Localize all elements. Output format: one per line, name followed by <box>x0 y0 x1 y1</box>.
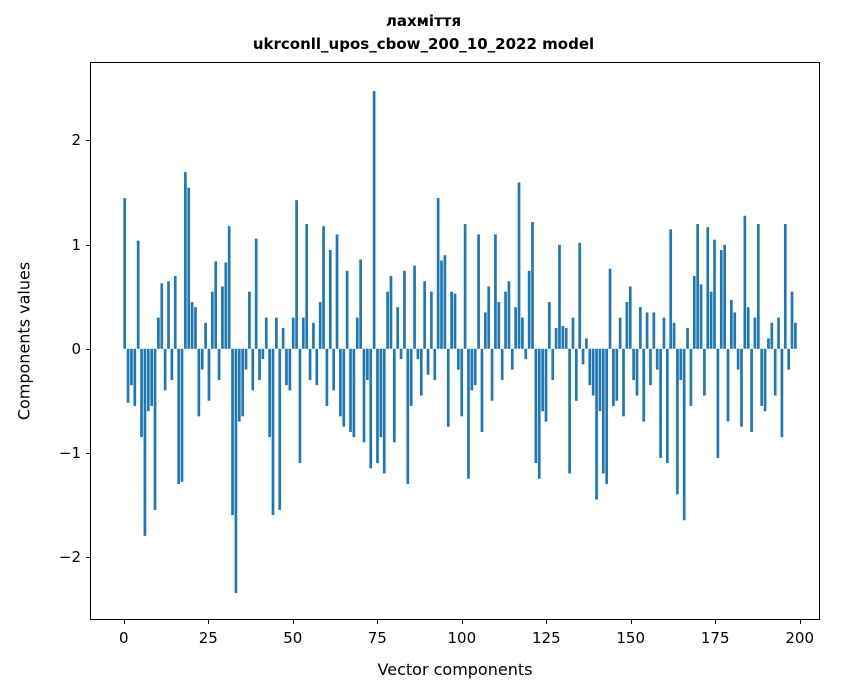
x-tick-label: 125 <box>531 629 561 647</box>
x-axis-label: Vector components <box>377 660 533 679</box>
y-axis-label: Components values <box>14 261 34 421</box>
y-tick-mark <box>86 557 90 559</box>
x-tick-mark <box>123 620 125 624</box>
x-tick-label: 100 <box>447 629 477 647</box>
chart-title: лахміття ukrconll_upos_cbow_200_10_2022 … <box>0 10 847 55</box>
y-tick-label: −2 <box>58 548 81 567</box>
y-tick-mark <box>86 348 90 350</box>
y-tick-label: −1 <box>58 444 81 463</box>
y-tick-label: 2 <box>71 131 81 150</box>
x-tick-mark <box>630 620 632 624</box>
chart-title-model: ukrconll_upos_cbow_200_10_2022 model <box>252 34 595 53</box>
x-tick-label: 0 <box>119 629 129 647</box>
y-tick-mark <box>86 244 90 246</box>
x-tick-label: 150 <box>616 629 646 647</box>
x-tick-mark <box>377 620 379 624</box>
x-tick-mark <box>546 620 548 624</box>
chart-title-word: лахміття <box>385 12 462 30</box>
y-tick-label: 1 <box>71 235 81 254</box>
x-tick-mark <box>715 620 717 624</box>
x-tick-label: 175 <box>700 629 730 647</box>
x-tick-mark <box>292 620 294 624</box>
x-tick-label: 75 <box>367 629 387 647</box>
x-tick-mark <box>799 620 801 624</box>
x-tick-label: 25 <box>198 629 218 647</box>
y-tick-mark <box>86 453 90 455</box>
y-tick-mark <box>86 140 90 142</box>
plot-area <box>90 62 820 620</box>
y-tick-label: 0 <box>71 339 81 358</box>
x-tick-mark <box>208 620 210 624</box>
bars-svg <box>123 91 797 594</box>
x-tick-mark <box>461 620 463 624</box>
x-tick-label: 200 <box>785 629 815 647</box>
x-tick-label: 50 <box>283 629 303 647</box>
